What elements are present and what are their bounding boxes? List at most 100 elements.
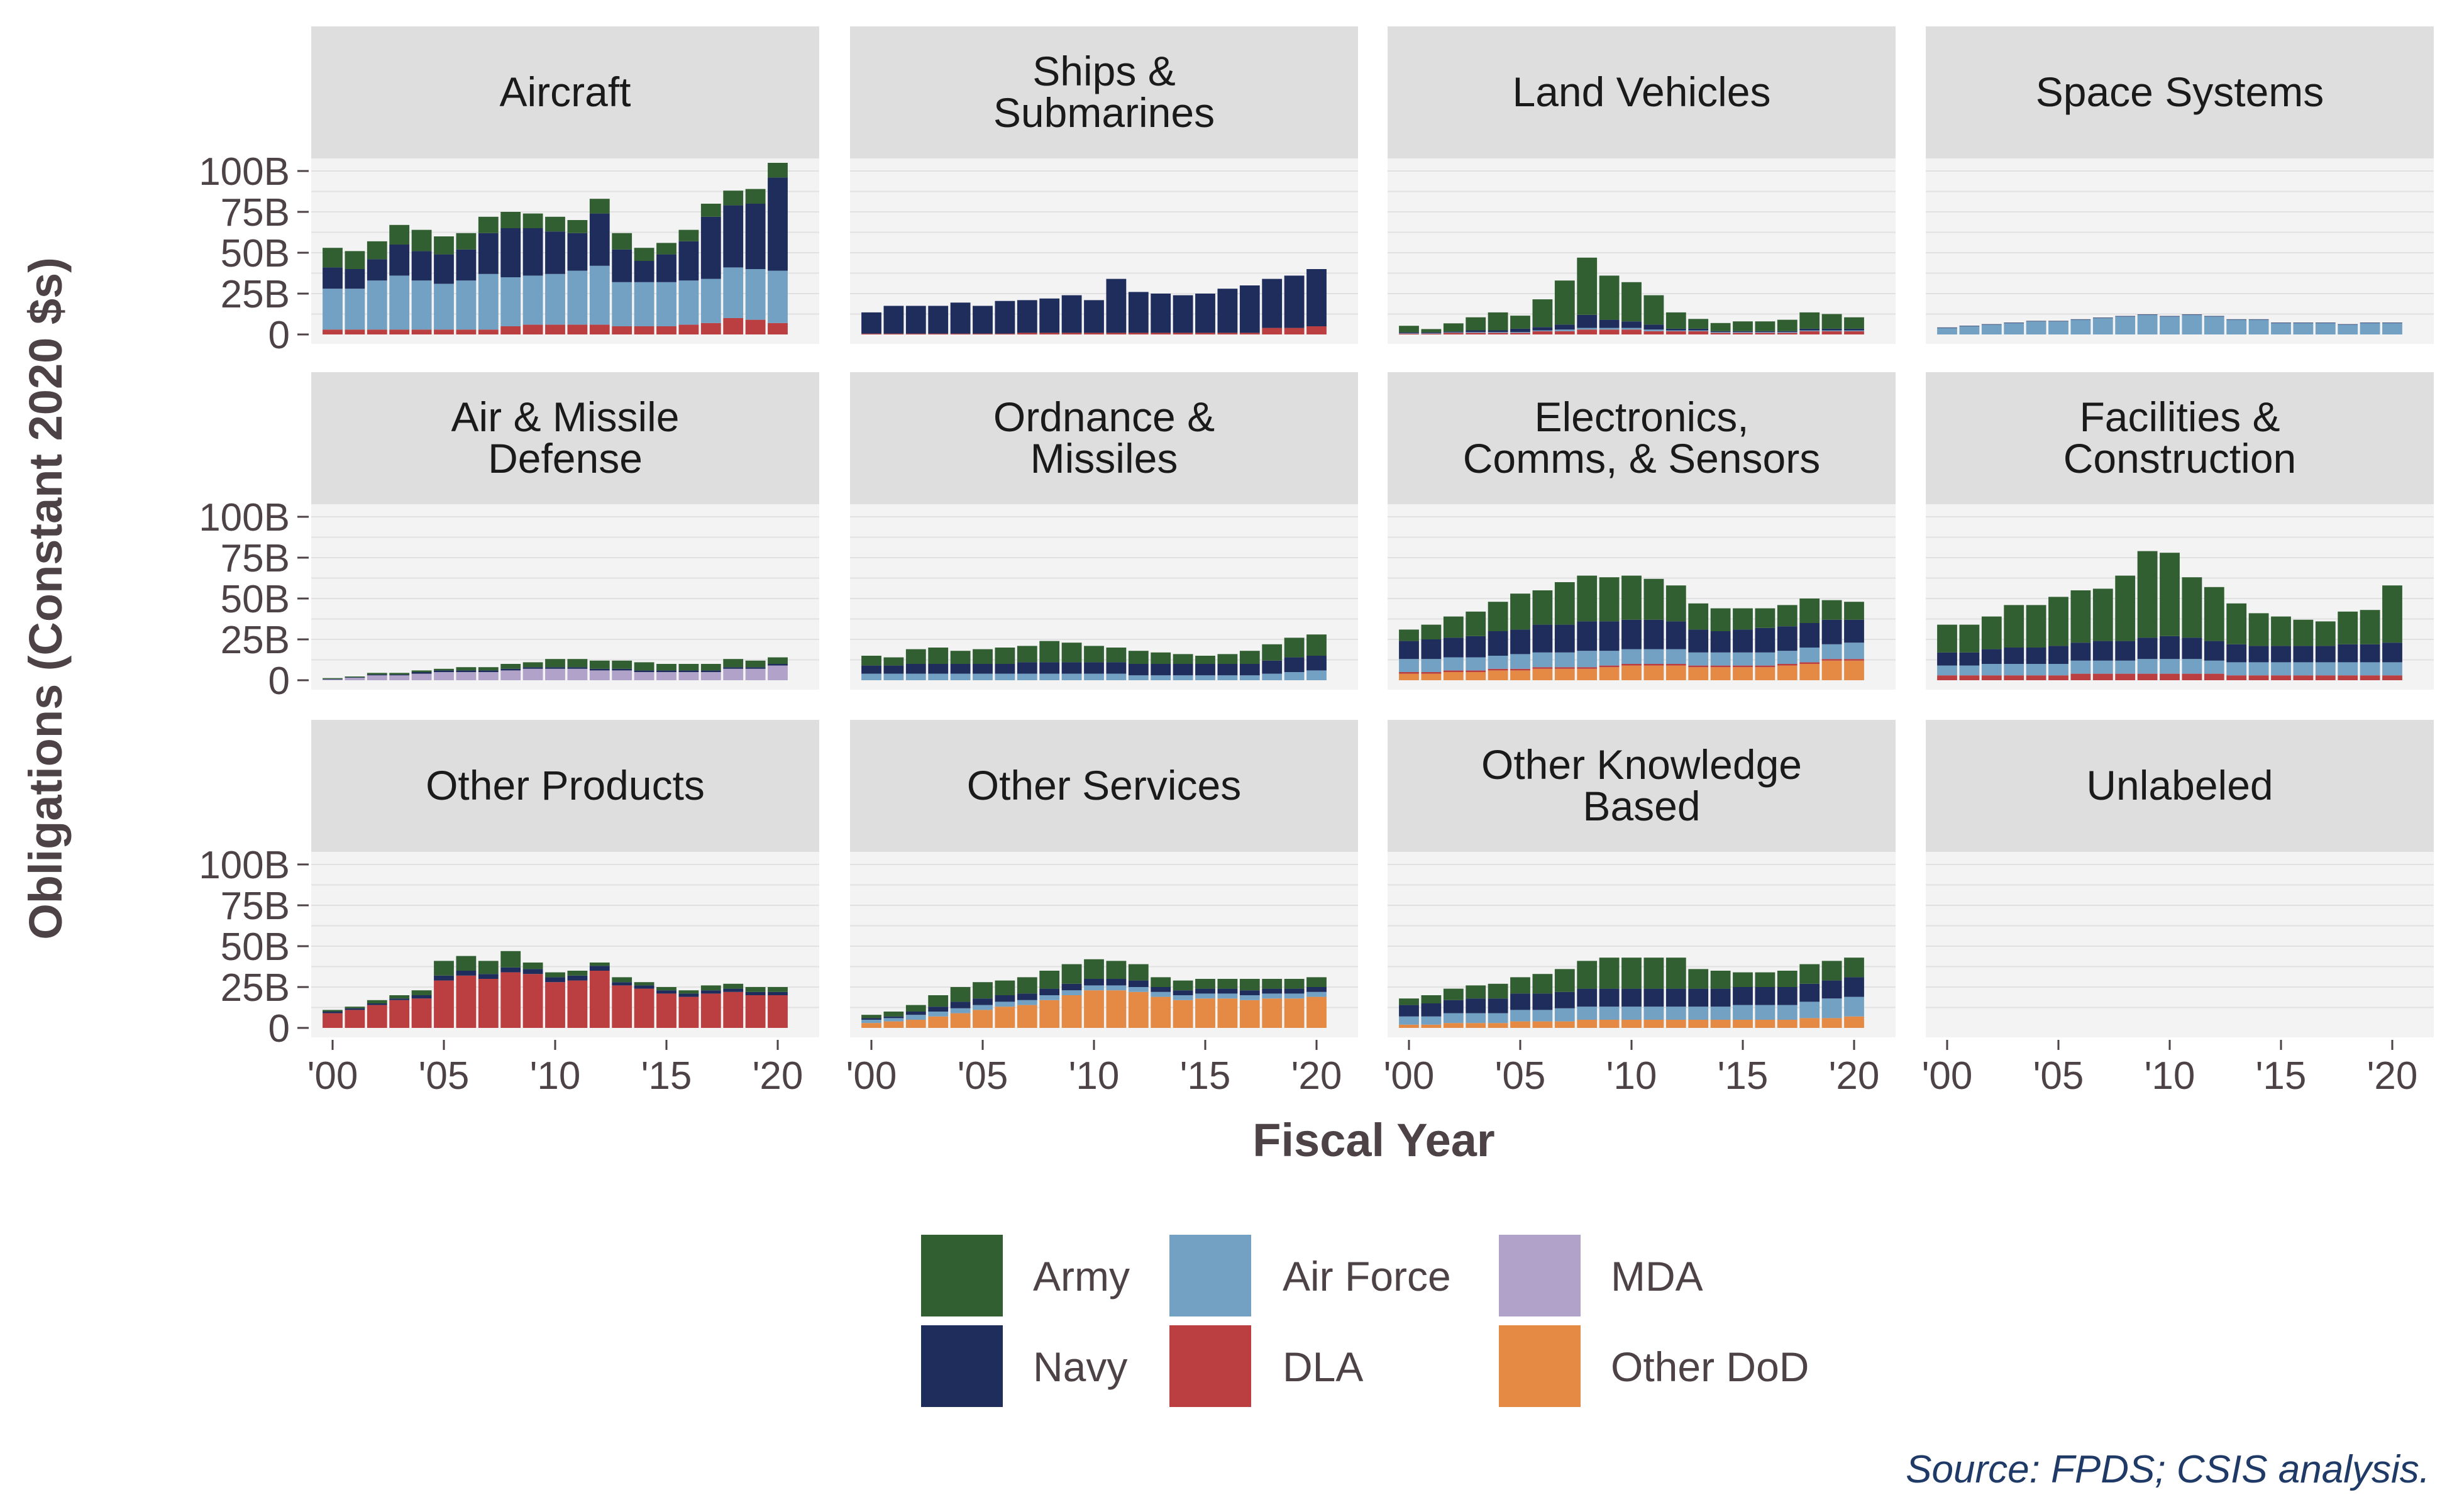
bar-segment-other-dod bbox=[1799, 664, 1820, 680]
bar-segment-navy bbox=[1710, 988, 1731, 1007]
bar-segment-army bbox=[500, 212, 521, 228]
bar-segment-navy bbox=[1821, 980, 1842, 999]
bar-segment-dla bbox=[434, 980, 454, 1028]
bar-segment-air-force bbox=[1443, 657, 1464, 671]
bar-segment-dla bbox=[478, 329, 499, 334]
bar-segment-other-dod bbox=[1306, 996, 1327, 1028]
bar-segment-other-dod bbox=[1777, 665, 1798, 680]
bar-segment-navy bbox=[634, 985, 654, 989]
y-tick-label: 25B bbox=[221, 273, 290, 316]
bar-segment-dla bbox=[1844, 331, 1864, 334]
bar-segment-navy bbox=[1151, 987, 1171, 992]
bar-segment-army bbox=[1532, 299, 1553, 328]
bar-segment-other-dod bbox=[1799, 1018, 1820, 1028]
bar-segment-navy bbox=[1039, 988, 1060, 995]
bar-segment-navy bbox=[950, 302, 971, 334]
bar-segment-air-force bbox=[1399, 659, 1419, 672]
bar-segment-dla bbox=[478, 979, 499, 1028]
bar-segment-dla bbox=[1643, 664, 1664, 666]
bar-segment-dla bbox=[1017, 333, 1037, 334]
bar-segment-army bbox=[905, 1005, 926, 1012]
bar-segment-air-force bbox=[1755, 652, 1775, 666]
bar-segment-army bbox=[1488, 312, 1508, 331]
bar-segment-navy bbox=[723, 205, 744, 268]
bar-segment-dla bbox=[1128, 333, 1149, 334]
y-tick-label: 75B bbox=[221, 537, 290, 580]
bar-segment-army bbox=[1665, 312, 1686, 329]
bar-segment-dla bbox=[1466, 333, 1486, 334]
bar-segment-army bbox=[1799, 312, 1820, 329]
bar-segment-army bbox=[345, 676, 365, 678]
bar-segment-other-dod bbox=[1844, 1016, 1864, 1028]
bar-segment-army bbox=[1733, 321, 1753, 331]
facet-strip bbox=[1388, 26, 1896, 158]
bar-segment-navy bbox=[1554, 324, 1575, 330]
bar-segment-navy bbox=[861, 1018, 881, 1020]
bar-segment-army bbox=[456, 667, 477, 671]
bar-segment-army bbox=[1173, 980, 1193, 991]
bar-segment-navy bbox=[1532, 624, 1553, 653]
bar-segment-dla bbox=[500, 326, 521, 334]
bar-segment-air-force bbox=[1421, 1016, 1442, 1025]
bar-segment-navy bbox=[1821, 328, 1842, 331]
bar-segment-navy bbox=[1284, 988, 1305, 994]
bar-segment-dla bbox=[2248, 675, 2269, 680]
bar-segment-navy bbox=[500, 228, 521, 277]
bar-segment-dla bbox=[1577, 329, 1598, 334]
bar-segment-air-force bbox=[2293, 662, 2314, 676]
bar-segment-air-force bbox=[1421, 659, 1442, 672]
bar-segment-air-force bbox=[2092, 660, 2113, 674]
bar-segment-dla bbox=[1306, 326, 1327, 334]
bar-segment-navy bbox=[500, 967, 521, 973]
bar-segment-army bbox=[1284, 979, 1305, 989]
bar-segment-navy bbox=[1084, 662, 1104, 674]
bar-segment-army bbox=[500, 664, 521, 669]
bar-segment-navy bbox=[768, 991, 788, 995]
bar-segment-other-dod bbox=[1554, 668, 1575, 680]
facet-title: Other Products bbox=[426, 762, 705, 808]
bar-segment-dla bbox=[1151, 333, 1171, 334]
bar-segment-air-force bbox=[1821, 644, 1842, 659]
bar-segment-dla bbox=[545, 324, 565, 334]
facet-title: Comms, & Sensors bbox=[1463, 435, 1820, 482]
bar-segment-air-force bbox=[1981, 664, 2002, 676]
bar-segment-air-force bbox=[768, 270, 788, 323]
bar-segment-army bbox=[1217, 654, 1238, 664]
bar-segment-army bbox=[656, 243, 677, 255]
bar-segment-navy bbox=[1688, 629, 1709, 653]
bar-segment-navy bbox=[2204, 641, 2224, 661]
bar-segment-air-force bbox=[1688, 652, 1709, 666]
bar-segment-army bbox=[545, 216, 565, 232]
bar-segment-army bbox=[995, 980, 1015, 995]
bar-segment-air-force bbox=[2226, 319, 2247, 334]
bar-segment-other-dod bbox=[1084, 990, 1104, 1028]
bar-segment-mda bbox=[656, 672, 677, 680]
bar-segment-other-dod bbox=[1399, 1024, 1419, 1028]
bar-segment-navy bbox=[1128, 292, 1149, 333]
bar-segment-dla bbox=[2226, 675, 2247, 680]
bar-segment-navy bbox=[1061, 662, 1082, 674]
bar-segment-army bbox=[2092, 588, 2113, 641]
bar-segment-navy bbox=[768, 664, 788, 666]
bar-segment-navy bbox=[1306, 269, 1327, 326]
bar-segment-navy bbox=[1466, 636, 1486, 658]
bar-segment-navy bbox=[1106, 279, 1127, 333]
bar-segment-air-force bbox=[1061, 673, 1082, 680]
bar-segment-other-dod bbox=[1599, 1020, 1620, 1028]
bar-segment-army bbox=[2137, 551, 2158, 638]
bar-segment-dla bbox=[1688, 331, 1709, 334]
bar-segment-air-force bbox=[589, 265, 610, 325]
bar-segment-army bbox=[2315, 621, 2336, 646]
bar-segment-navy bbox=[905, 1012, 926, 1015]
facet-strip bbox=[850, 720, 1358, 852]
bar-segment-air-force bbox=[2226, 662, 2247, 676]
facet-title: Other Services bbox=[967, 762, 1241, 808]
bar-segment-other-dod bbox=[1106, 990, 1127, 1028]
bar-segment-army bbox=[522, 963, 543, 969]
bar-segment-army bbox=[1577, 961, 1598, 989]
bar-segment-dla bbox=[612, 985, 632, 1028]
bar-segment-navy bbox=[2271, 646, 2291, 663]
bar-segment-army bbox=[928, 995, 949, 1007]
bar-segment-dla bbox=[1755, 333, 1775, 334]
bar-segment-navy bbox=[1710, 331, 1731, 333]
